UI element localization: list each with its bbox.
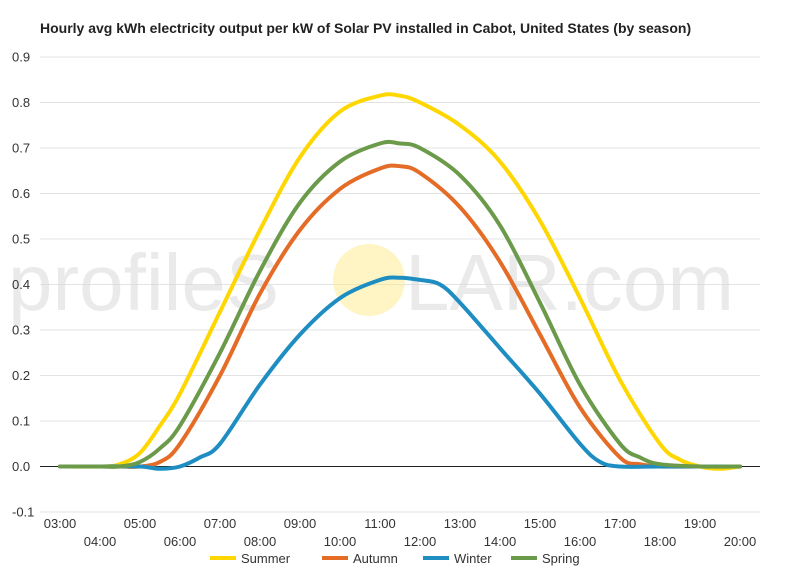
- x-tick-label: 07:00: [204, 516, 237, 531]
- watermark-text-right: LAR.com: [405, 238, 734, 327]
- y-tick-label: 0.2: [12, 368, 30, 383]
- x-tick-label: 14:00: [484, 534, 517, 549]
- x-tick-label: 17:00: [604, 516, 637, 531]
- series-line-autumn: [58, 163, 742, 469]
- legend-label-winter: Winter: [454, 551, 492, 566]
- x-tick-label: 09:00: [284, 516, 317, 531]
- x-tick-label: 03:00: [44, 516, 77, 531]
- series-lines: [58, 92, 742, 471]
- y-tick-label: 0.6: [12, 186, 30, 201]
- x-tick-label: 10:00: [324, 534, 357, 549]
- legend: Summer Autumn Winter Spring: [210, 551, 580, 566]
- legend-label-summer: Summer: [241, 551, 291, 566]
- y-tick-label: 0.4: [12, 277, 30, 292]
- x-tick-label: 06:00: [164, 534, 197, 549]
- series-line-spring: [58, 139, 742, 469]
- legend-label-autumn: Autumn: [353, 551, 398, 566]
- x-tick-label: 13:00: [444, 516, 477, 531]
- y-tick-label: 0.8: [12, 95, 30, 110]
- x-tick-label: 16:00: [564, 534, 597, 549]
- x-tick-label: 05:00: [124, 516, 157, 531]
- x-tick-label: 12:00: [404, 534, 437, 549]
- y-axis-ticks: 0.9 0.8 0.7 0.6 0.5 0.4 0.3 0.2 0.1 0.0 -0.1: [12, 50, 34, 520]
- watermark: profileS LAR.com: [8, 238, 734, 327]
- x-tick-label: 18:00: [644, 534, 677, 549]
- watermark-sun: [333, 244, 405, 316]
- legend-label-spring: Spring: [542, 551, 580, 566]
- x-axis-ticks: 03:00 04:00 05:00 06:00 07:00 08:00 09:00 10:00…: [44, 516, 757, 549]
- y-tick-label: 0.3: [12, 323, 30, 338]
- x-tick-label: 11:00: [364, 516, 396, 531]
- chart-title: Hourly avg kWh electricity output per kW…: [40, 20, 691, 36]
- x-tick-label: 19:00: [684, 516, 717, 531]
- y-tick-label: 0.9: [12, 50, 30, 65]
- y-tick-label: -0.1: [12, 505, 34, 520]
- series-line-winter: [58, 275, 742, 471]
- y-tick-label: 0.1: [12, 414, 30, 429]
- x-tick-label: 15:00: [524, 516, 557, 531]
- y-tick-label: 0.7: [12, 141, 30, 156]
- y-tick-label: 0.0: [12, 459, 30, 474]
- x-tick-label: 04:00: [84, 534, 117, 549]
- x-tick-label: 20:00: [724, 534, 757, 549]
- y-tick-label: 0.5: [12, 232, 30, 247]
- x-tick-label: 08:00: [244, 534, 277, 549]
- series-line-summer: [58, 92, 742, 471]
